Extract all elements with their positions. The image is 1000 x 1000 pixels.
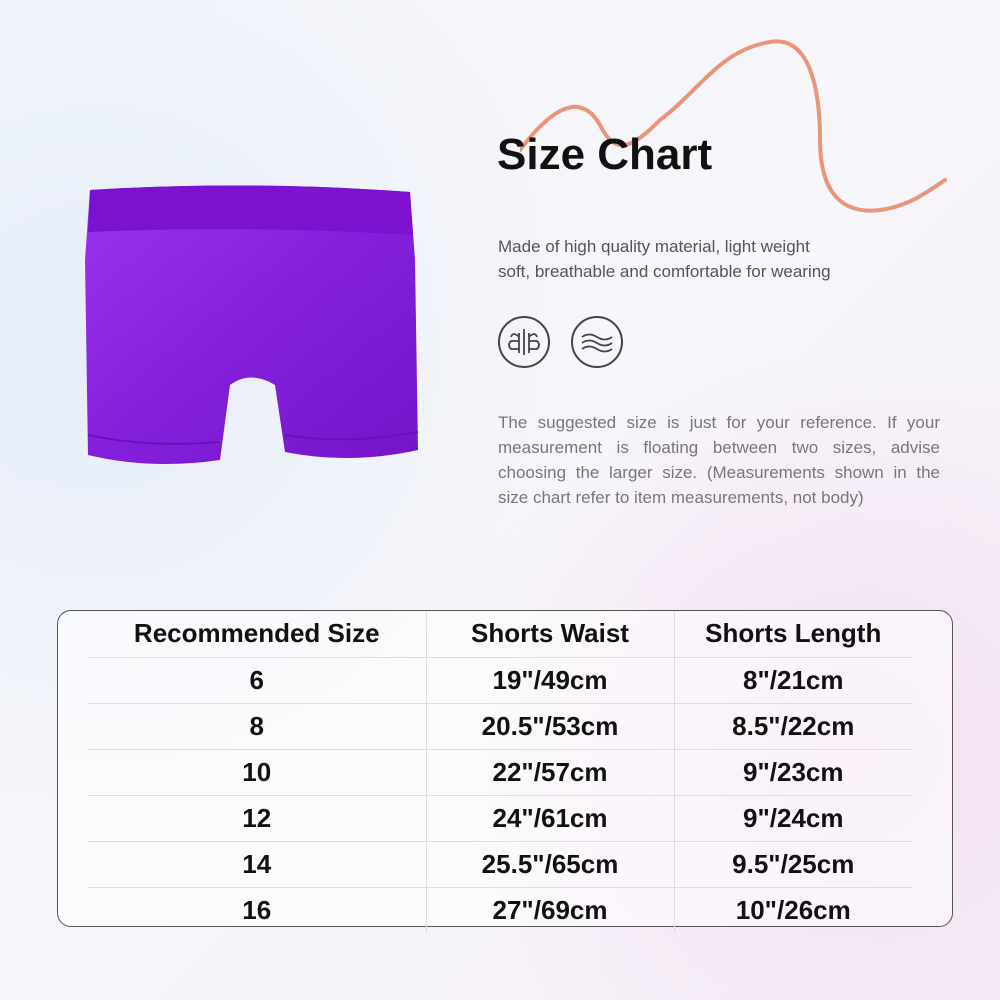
header-size: Recommended Size [88, 611, 427, 658]
size-cell: 16 [88, 887, 427, 933]
table-header-row: Recommended Size Shorts Waist Shorts Len… [88, 611, 912, 658]
header-waist: Shorts Waist [426, 611, 675, 658]
waist-cell: 20.5"/53cm [426, 703, 675, 750]
lightweight-wave-icon [571, 316, 623, 368]
length-cell: 9"/23cm [674, 749, 912, 796]
table-row: 16 27"/69cm 10"/26cm [88, 887, 912, 933]
table-row: 10 22"/57cm 9"/23cm [88, 749, 912, 796]
size-note: The suggested size is just for your refe… [498, 413, 940, 507]
description-line: Made of high quality material, light wei… [498, 237, 810, 256]
waist-cell: 19"/49cm [426, 657, 675, 704]
table-row: 8 20.5"/53cm 8.5"/22cm [88, 703, 912, 750]
table-row: 12 24"/61cm 9"/24cm [88, 795, 912, 842]
size-cell: 8 [88, 703, 427, 750]
length-cell: 8.5"/22cm [674, 703, 912, 750]
decorative-curve [520, 39, 947, 213]
waist-cell: 22"/57cm [426, 749, 675, 796]
size-cell: 12 [88, 795, 427, 842]
waist-cell: 24"/61cm [426, 795, 675, 842]
length-cell: 9.5"/25cm [674, 841, 912, 888]
size-cell: 14 [88, 841, 427, 888]
size-table: Recommended Size Shorts Waist Shorts Len… [57, 610, 953, 933]
product-image-shorts [85, 185, 419, 465]
waist-cell: 27"/69cm [426, 887, 675, 933]
header-length: Shorts Length [674, 611, 912, 658]
description: Made of high quality material, light wei… [498, 234, 898, 284]
size-cell: 6 [88, 657, 427, 704]
breathable-icon [498, 316, 550, 368]
size-cell: 10 [88, 749, 427, 796]
table-row: 6 19"/49cm 8"/21cm [88, 657, 912, 704]
waist-cell: 25.5"/65cm [426, 841, 675, 888]
length-cell: 8"/21cm [674, 657, 912, 704]
page-title: Size Chart [497, 130, 713, 179]
length-cell: 9"/24cm [674, 795, 912, 842]
description-line: soft, breathable and comfortable for wea… [498, 262, 831, 281]
table-row: 14 25.5"/65cm 9.5"/25cm [88, 841, 912, 888]
length-cell: 10"/26cm [735, 894, 851, 925]
